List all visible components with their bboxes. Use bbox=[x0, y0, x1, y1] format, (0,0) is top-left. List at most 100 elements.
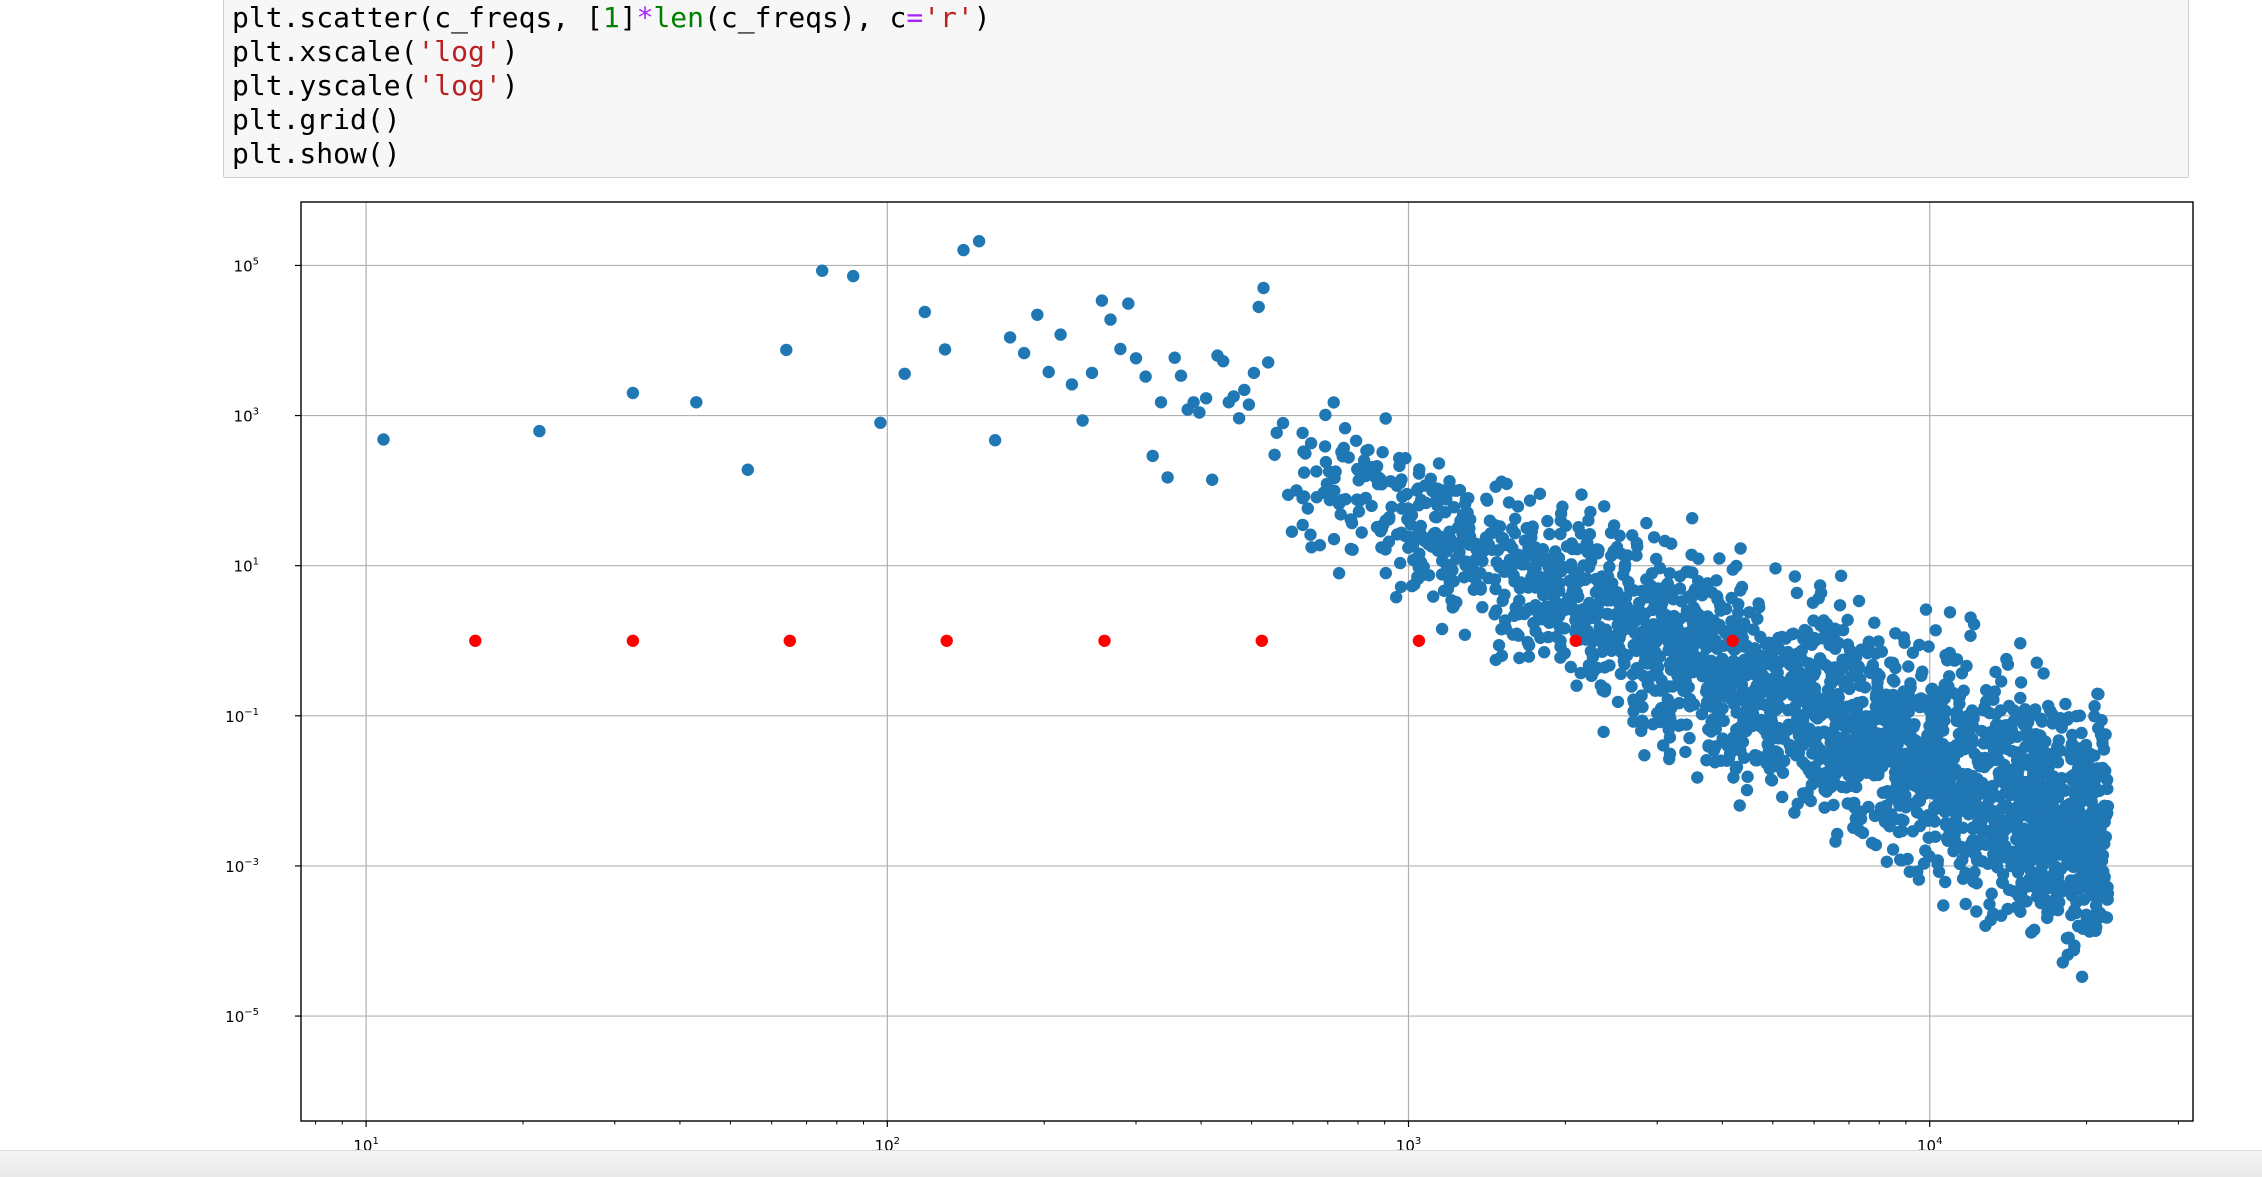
data-point bbox=[1776, 790, 1789, 804]
data-point bbox=[1831, 624, 1845, 637]
data-point bbox=[1787, 627, 1800, 640]
data-point bbox=[1923, 850, 1936, 863]
code-editor[interactable]: plt.scatter(c_freqs, [1]*len(c_freqs), c… bbox=[232, 1, 991, 171]
data-point bbox=[1964, 611, 1977, 624]
data-point bbox=[1748, 642, 1762, 655]
data-point bbox=[1659, 590, 1673, 603]
data-point bbox=[1468, 564, 1481, 578]
data-point bbox=[1375, 541, 1388, 554]
data-point bbox=[2096, 761, 2109, 775]
data-point bbox=[1509, 512, 1522, 525]
data-point bbox=[1804, 637, 1817, 651]
data-point bbox=[1644, 579, 1657, 592]
data-point bbox=[1744, 653, 1757, 666]
data-point bbox=[1334, 508, 1347, 521]
code-token: = bbox=[906, 1, 924, 34]
data-point bbox=[1122, 297, 1135, 310]
data-point bbox=[1827, 798, 1840, 812]
data-point bbox=[1878, 809, 1892, 822]
data-point bbox=[1879, 799, 1893, 813]
data-point bbox=[2014, 691, 2027, 705]
y-tick-label-exp: 3 bbox=[253, 407, 259, 418]
data-point bbox=[1991, 861, 2004, 874]
data-point bbox=[1076, 414, 1089, 427]
data-point bbox=[2019, 860, 2033, 873]
y-tick-label-base: 10 bbox=[234, 257, 253, 275]
code-token: ) bbox=[973, 1, 991, 34]
data-point bbox=[1563, 574, 1576, 588]
data-point bbox=[1658, 629, 1671, 643]
code-token: ] bbox=[619, 1, 637, 34]
data-point bbox=[1357, 454, 1371, 467]
data-point bbox=[1947, 844, 1960, 858]
code-token: 'log' bbox=[417, 69, 502, 102]
data-point bbox=[2001, 658, 2015, 671]
data-point bbox=[1489, 480, 1502, 493]
data-point bbox=[1995, 909, 2008, 922]
data-point bbox=[1327, 396, 1340, 409]
data-point bbox=[1849, 649, 1863, 662]
code-token: len bbox=[653, 1, 705, 34]
data-point bbox=[2081, 773, 2094, 786]
data-point bbox=[1414, 555, 1428, 569]
data-point bbox=[2015, 806, 2029, 819]
data-point bbox=[2014, 905, 2027, 918]
data-point bbox=[1868, 616, 1881, 629]
code-cell[interactable]: plt.scatter(c_freqs, [1]*len(c_freqs), c… bbox=[223, 0, 2189, 178]
data-point bbox=[1634, 642, 1647, 656]
data-point bbox=[1704, 722, 1718, 735]
data-point bbox=[1638, 625, 1651, 639]
data-point bbox=[1815, 698, 1829, 711]
marker-point bbox=[469, 634, 482, 647]
data-point bbox=[1319, 455, 1333, 469]
data-point bbox=[1359, 491, 1372, 505]
data-point bbox=[1647, 531, 1661, 544]
code-token: plt.grid() bbox=[232, 103, 401, 136]
data-point bbox=[1865, 836, 1879, 850]
data-point bbox=[1823, 663, 1837, 676]
data-point bbox=[2018, 703, 2032, 716]
data-point bbox=[2095, 802, 2109, 815]
data-point bbox=[2002, 699, 2016, 713]
code-token: 1 bbox=[602, 1, 620, 34]
data-point bbox=[1790, 586, 1804, 600]
data-point bbox=[1435, 622, 1449, 636]
data-point bbox=[1926, 682, 1939, 695]
data-point bbox=[1666, 680, 1680, 693]
data-point bbox=[2062, 829, 2075, 842]
code-token: ) bbox=[501, 69, 519, 102]
data-point bbox=[1476, 601, 1489, 614]
data-point bbox=[1760, 757, 1773, 770]
data-point bbox=[1956, 872, 1970, 885]
data-point bbox=[2051, 756, 2065, 769]
x-tick-label-base: 10 bbox=[875, 1137, 894, 1150]
data-point bbox=[1626, 529, 1639, 542]
data-point bbox=[1571, 604, 1585, 617]
data-point bbox=[1313, 539, 1327, 552]
code-token: ) bbox=[501, 35, 519, 68]
data-point bbox=[1337, 441, 1351, 455]
data-point bbox=[1686, 512, 1699, 525]
data-point bbox=[2049, 775, 2062, 788]
y-tick-label: 103 bbox=[234, 407, 259, 426]
data-point bbox=[1767, 653, 1780, 666]
y-tick-label-base: 10 bbox=[225, 708, 244, 726]
data-point bbox=[1615, 547, 1628, 560]
y-tick-label-exp: −3 bbox=[244, 857, 259, 868]
data-point bbox=[1929, 830, 1942, 843]
data-point bbox=[2098, 837, 2111, 850]
code-token: plt.yscale( bbox=[232, 69, 418, 102]
data-point bbox=[1859, 745, 1873, 758]
data-point bbox=[1139, 370, 1152, 383]
data-point bbox=[1613, 529, 1626, 542]
data-point bbox=[1746, 685, 1759, 699]
data-point bbox=[1913, 794, 1927, 808]
data-point bbox=[2081, 877, 2094, 890]
data-point bbox=[1852, 594, 1866, 608]
data-point bbox=[1989, 708, 2002, 721]
data-point bbox=[1872, 768, 1885, 782]
data-point bbox=[1304, 528, 1317, 541]
data-point bbox=[1912, 873, 1926, 886]
data-point bbox=[1247, 366, 1261, 380]
data-point bbox=[1424, 472, 1438, 485]
